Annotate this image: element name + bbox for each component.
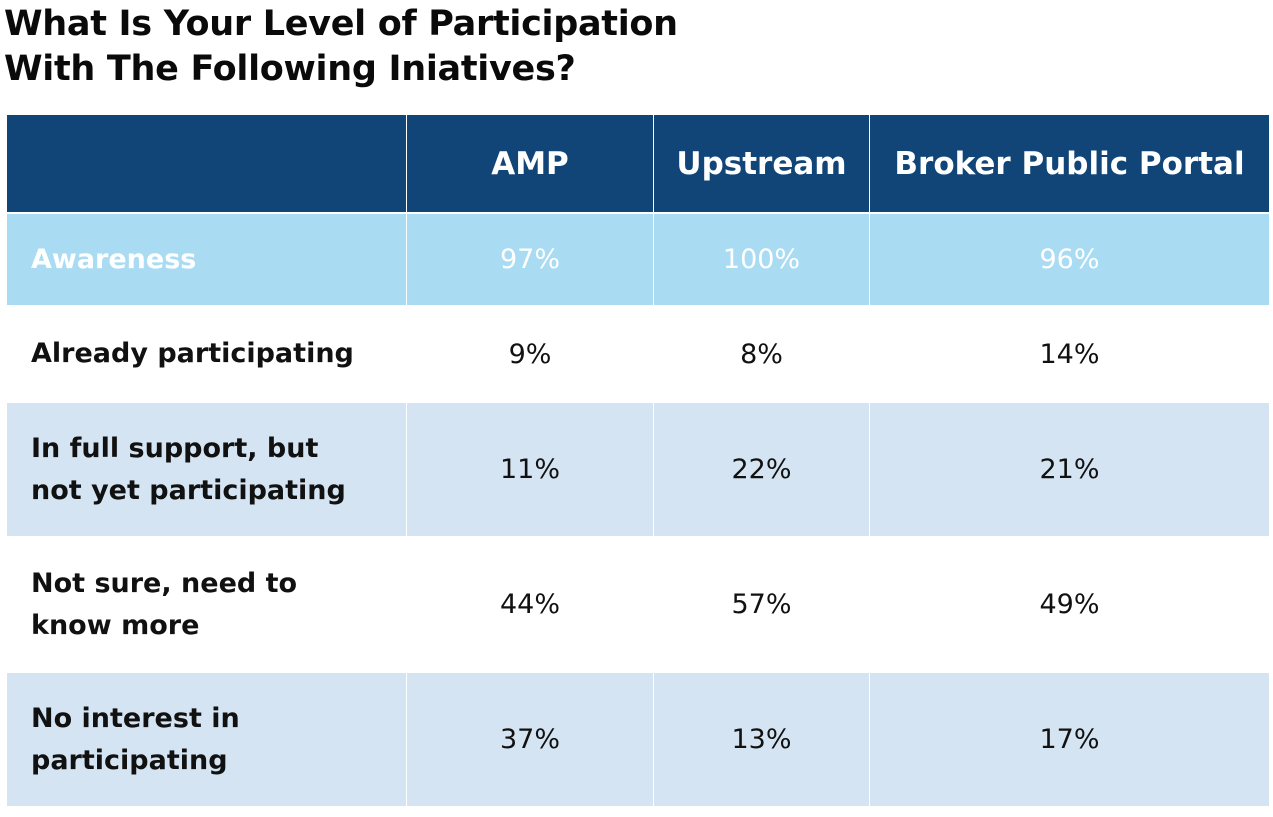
cell-not-sure-broker-public-portal: 49% [869, 537, 1270, 672]
cell-already-participating-amp: 9% [406, 306, 654, 402]
cell-not-sure-upstream: 57% [653, 537, 870, 672]
row-label-awareness: Awareness [6, 213, 407, 306]
header-row: AMP Upstream Broker Public Portal [6, 115, 1270, 214]
row-label-in-full-support-line-2: not yet participating [31, 474, 346, 506]
row-label-in-full-support-line-1: In full support, but [31, 432, 319, 464]
chart-title-line-1: What Is Your Level of Participation [4, 4, 678, 44]
cell-awareness-upstream: 100% [653, 213, 870, 306]
header-amp: AMP [406, 115, 654, 214]
chart-title-line-2: With The Following Iniatives? [4, 49, 576, 89]
header-broker-public-portal: Broker Public Portal [869, 115, 1270, 214]
cell-in-full-support-broker-public-portal: 21% [869, 402, 1270, 537]
row-label-in-full-support: In full support, but not yet participati… [6, 402, 407, 537]
cell-in-full-support-amp: 11% [406, 402, 654, 537]
participation-table: AMP Upstream Broker Public Portal Awaren… [6, 115, 1270, 808]
table-row-already-participating: Already participating 9% 8% 14% [6, 306, 1270, 402]
table-row-no-interest: No interest in participating 37% 13% 17% [6, 672, 1270, 807]
table-row-in-full-support: In full support, but not yet participati… [6, 402, 1270, 537]
row-label-no-interest: No interest in participating [6, 672, 407, 807]
cell-awareness-amp: 97% [406, 213, 654, 306]
cell-in-full-support-upstream: 22% [653, 402, 870, 537]
row-label-already-participating: Already participating [6, 306, 407, 402]
chart-title: What Is Your Level of Participation With… [4, 2, 678, 92]
row-label-not-sure-line-1: Not sure, need to [31, 567, 298, 599]
cell-no-interest-broker-public-portal: 17% [869, 672, 1270, 807]
cell-no-interest-upstream: 13% [653, 672, 870, 807]
cell-awareness-broker-public-portal: 96% [869, 213, 1270, 306]
table-row-not-sure: Not sure, need to know more 44% 57% 49% [6, 537, 1270, 672]
row-label-not-sure-line-2: know more [31, 609, 200, 641]
row-label-no-interest-line-2: participating [31, 744, 228, 776]
cell-already-participating-upstream: 8% [653, 306, 870, 402]
header-corner-cell [6, 115, 407, 214]
table-row-awareness: Awareness 97% 100% 96% [6, 213, 1270, 306]
cell-no-interest-amp: 37% [406, 672, 654, 807]
row-label-not-sure: Not sure, need to know more [6, 537, 407, 672]
row-label-no-interest-line-1: No interest in [31, 702, 240, 734]
cell-already-participating-broker-public-portal: 14% [869, 306, 1270, 402]
cell-not-sure-amp: 44% [406, 537, 654, 672]
header-upstream: Upstream [653, 115, 870, 214]
